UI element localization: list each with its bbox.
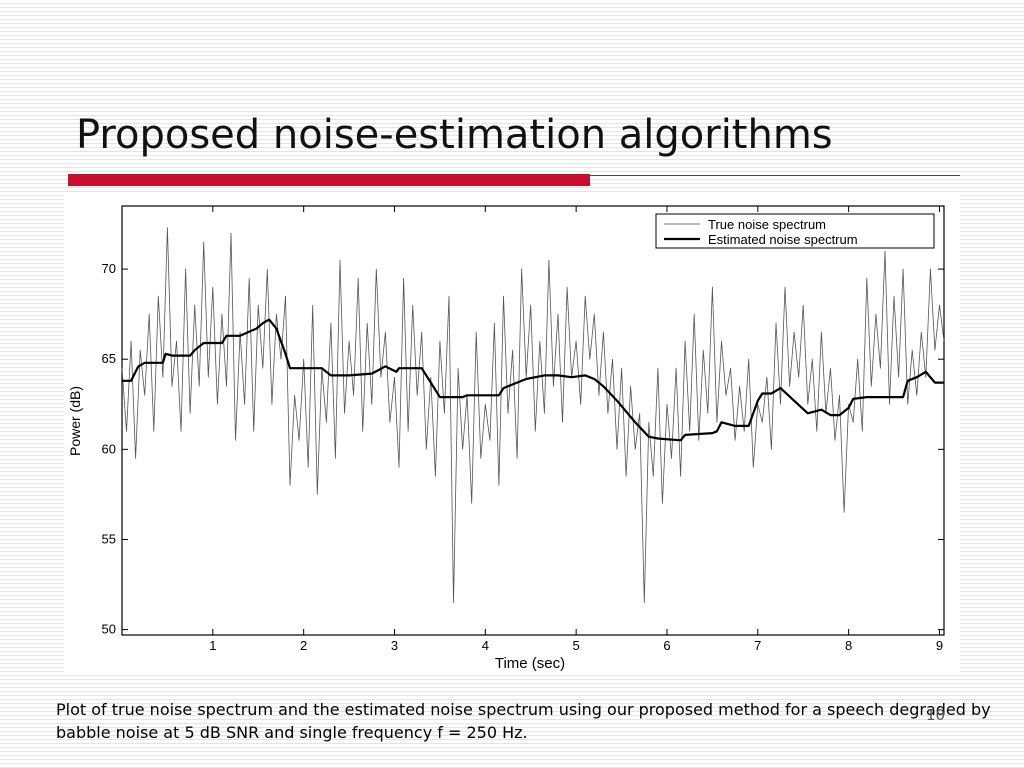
slide-number: 10 <box>926 706 946 724</box>
legend-box <box>655 213 935 249</box>
x-tick-label: 7 <box>754 638 761 653</box>
y-tick-label: 60 <box>102 441 116 456</box>
title-underline-line <box>590 175 960 176</box>
y-tick-label: 70 <box>102 261 116 276</box>
plot-frame <box>121 205 945 636</box>
figure-caption: Plot of true noise spectrum and the esti… <box>56 700 991 742</box>
x-axis-label: Time (sec) <box>495 655 565 672</box>
x-tick-label: 4 <box>482 638 489 653</box>
noise-spectrum-chart: 1 2 3 4 5 6 7 8 9 50 55 60 65 70 True noise spectrumE… <box>67 205 945 672</box>
legend-label: Estimated noise spectrum <box>708 232 858 247</box>
estimated-noise-spectrum-line <box>122 318 944 442</box>
y-tick-label: 50 <box>102 622 116 637</box>
y-axis-label: Power (dB) <box>67 386 83 456</box>
y-tick-label: 65 <box>102 351 116 366</box>
x-tick-label: 3 <box>391 638 398 653</box>
title-underline-bar <box>68 174 590 186</box>
chart-panel: 1 2 3 4 5 6 7 8 9 50 55 60 65 70 True noise spectrum E… <box>64 194 960 674</box>
x-tick-label: 9 <box>936 638 943 653</box>
slide-title: Proposed noise-estimation algorithms <box>76 112 833 158</box>
x-tick-label: 2 <box>300 638 307 653</box>
x-tick-label: 6 <box>663 638 670 653</box>
x-tick-label: 5 <box>573 638 580 653</box>
true-noise-spectrum-line <box>121 227 945 604</box>
y-tick-label: 55 <box>102 531 116 546</box>
x-tick-label: 1 <box>209 638 216 653</box>
legend-label: True noise spectrum <box>708 217 826 232</box>
x-tick-label: 8 <box>845 638 852 653</box>
